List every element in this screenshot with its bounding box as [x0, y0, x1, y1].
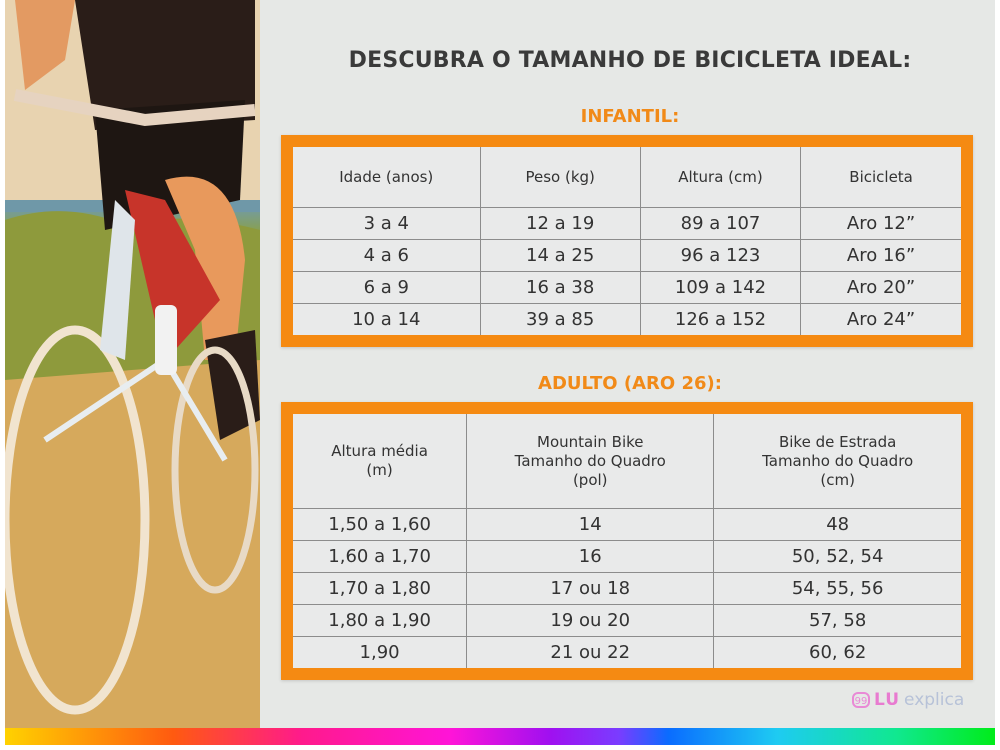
table-header-row: Idade (anos) Peso (kg) Altura (cm) Bicic…: [293, 147, 961, 208]
table-row: 1,50 a 1,60 14 48: [293, 508, 961, 541]
cell-idade: 3 a 4: [293, 207, 481, 240]
cell-peso: 39 a 85: [479, 303, 641, 335]
cell-altura: 126 a 152: [639, 303, 802, 335]
header-line: Tamanho do Quadro: [762, 451, 914, 470]
table-row: 1,90 21 ou 22 60, 62: [293, 636, 961, 668]
cell-idade: 4 a 6: [293, 239, 481, 272]
cell-altura: 109 a 142: [639, 271, 802, 304]
cell-idade: 6 a 9: [293, 271, 481, 304]
table-row: 1,70 a 1,80 17 ou 18 54, 55, 56: [293, 572, 961, 605]
cell-mountain-bike: 14: [466, 508, 715, 541]
header-line: Mountain Bike: [537, 432, 644, 451]
cell-peso: 16 a 38: [479, 271, 641, 304]
header-line: Tamanho do Quadro: [514, 451, 666, 470]
cell-bicicleta: Aro 20”: [800, 271, 961, 304]
cell-peso: 12 a 19: [479, 207, 641, 240]
cell-idade: 10 a 14: [293, 303, 481, 335]
cell-bicicleta: Aro 24”: [800, 303, 961, 335]
cell-mountain-bike: 17 ou 18: [466, 572, 715, 605]
lu-explica-logo: 99 LU explica: [852, 690, 964, 710]
header-line: (m): [366, 461, 393, 479]
bicycle-illustration-icon: [5, 0, 260, 728]
table-row: 1,60 a 1,70 16 50, 52, 54: [293, 540, 961, 573]
header-line: (cm): [820, 470, 855, 489]
cell-bike-estrada: 50, 52, 54: [713, 540, 961, 573]
cell-altura-media: 1,90: [293, 636, 468, 668]
speech-bubble-icon: 99: [852, 692, 870, 708]
cell-altura: 96 a 123: [639, 239, 802, 272]
cyclist-photo: [5, 0, 260, 728]
adulto-table-frame: Altura média (m) Mountain Bike Tamanho d…: [281, 402, 973, 680]
rainbow-footer-bar: [5, 728, 995, 745]
header-peso: Peso (kg): [479, 147, 641, 208]
infantil-table-frame: Idade (anos) Peso (kg) Altura (cm) Bicic…: [281, 135, 973, 347]
header-mountain-bike: Mountain Bike Tamanho do Quadro (pol): [466, 414, 715, 509]
cell-altura: 89 a 107: [639, 207, 802, 240]
cell-peso: 14 a 25: [479, 239, 641, 272]
cell-mountain-bike: 16: [466, 540, 715, 573]
cell-bike-estrada: 54, 55, 56: [713, 572, 961, 605]
cell-bike-estrada: 57, 58: [713, 604, 961, 637]
infantil-size-table: Idade (anos) Peso (kg) Altura (cm) Bicic…: [293, 147, 961, 335]
table-header-row: Altura média (m) Mountain Bike Tamanho d…: [293, 414, 961, 509]
logo-lu: LU: [874, 690, 901, 710]
table-row: 1,80 a 1,90 19 ou 20 57, 58: [293, 604, 961, 637]
section-label-adulto: ADULTO (ARO 26):: [538, 373, 722, 394]
adulto-size-table: Altura média (m) Mountain Bike Tamanho d…: [293, 414, 961, 668]
table-row: 4 a 6 14 a 25 96 a 123 Aro 16”: [293, 239, 961, 272]
section-label-infantil: INFANTIL:: [580, 106, 680, 127]
page-title: DESCUBRA O TAMANHO DE BICICLETA IDEAL:: [348, 48, 912, 73]
header-bicicleta: Bicicleta: [800, 147, 961, 208]
cell-bicicleta: Aro 12”: [800, 207, 961, 240]
table-row: 6 a 9 16 a 38 109 a 142 Aro 20”: [293, 271, 961, 304]
table-row: 10 a 14 39 a 85 126 a 152 Aro 24”: [293, 303, 961, 335]
header-line: Bike de Estrada: [778, 432, 897, 451]
header-altura: Altura (cm): [639, 147, 802, 208]
cell-bike-estrada: 48: [713, 508, 961, 541]
cell-altura-media: 1,80 a 1,90: [293, 604, 468, 637]
cell-bicicleta: Aro 16”: [800, 239, 961, 272]
logo-explica: explica: [904, 690, 965, 710]
cell-mountain-bike: 19 ou 20: [466, 604, 715, 637]
cell-altura-media: 1,60 a 1,70: [293, 540, 468, 573]
header-idade: Idade (anos): [293, 147, 481, 208]
header-line: (pol): [572, 470, 608, 489]
header-line: Altura média: [331, 442, 428, 460]
header-bike-estrada: Bike de Estrada Tamanho do Quadro (cm): [713, 414, 961, 509]
cell-altura-media: 1,50 a 1,60: [293, 508, 468, 541]
header-altura-media: Altura média (m): [293, 414, 468, 509]
cell-bike-estrada: 60, 62: [713, 636, 961, 668]
table-row: 3 a 4 12 a 19 89 a 107 Aro 12”: [293, 207, 961, 240]
cell-mountain-bike: 21 ou 22: [466, 636, 715, 668]
cell-altura-media: 1,70 a 1,80: [293, 572, 468, 605]
